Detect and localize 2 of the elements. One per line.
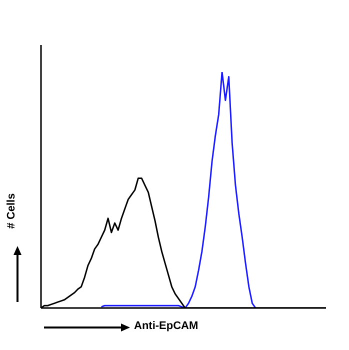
y-axis-title: # Cells bbox=[6, 193, 18, 229]
x-axis-title: Anti-EpCAM bbox=[134, 320, 198, 332]
